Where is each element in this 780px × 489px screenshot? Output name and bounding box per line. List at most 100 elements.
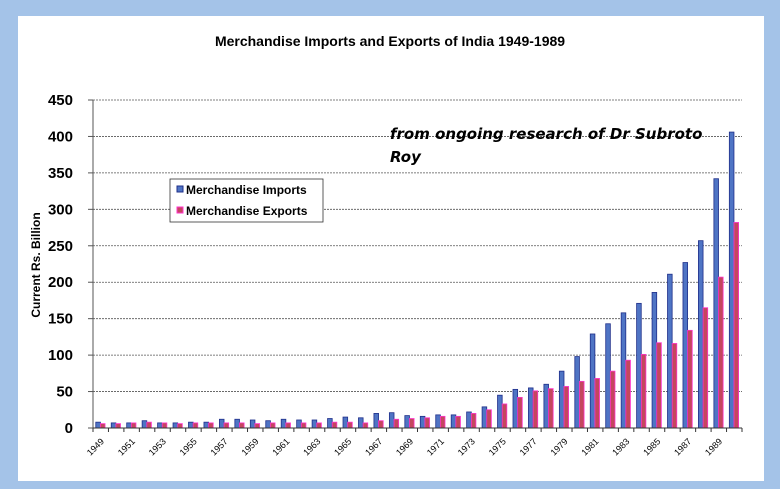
- y-tick-label: 200: [48, 274, 73, 291]
- bar-exports-1949: [100, 423, 106, 429]
- bar-exports-1990: [733, 222, 740, 429]
- bar-imports-1979: [558, 370, 565, 429]
- bar-imports-1951: [126, 422, 132, 429]
- bar-imports-1950: [110, 422, 117, 429]
- bar-exports-1982: [609, 370, 616, 429]
- x-tick-label: 1951: [116, 436, 137, 457]
- bar-exports-1973: [470, 413, 477, 429]
- x-tick-label: 1977: [518, 436, 539, 457]
- bar-exports-1968: [393, 418, 400, 429]
- bar-exports-1988: [702, 307, 709, 429]
- bar-exports-1960: [269, 422, 276, 429]
- bar-exports-1961: [285, 422, 291, 429]
- bar-exports-1962: [300, 422, 307, 429]
- bar-imports-1976: [512, 388, 519, 429]
- bar-imports-1972: [450, 414, 457, 429]
- bar-imports-1957: [219, 418, 225, 429]
- bar-imports-1949: [95, 421, 101, 429]
- x-tick-label: 1965: [332, 436, 353, 457]
- x-tick-label: 1973: [456, 436, 477, 457]
- bar-exports-1985: [656, 342, 662, 429]
- bar-exports-1966: [362, 422, 369, 429]
- x-tick-label: 1949: [85, 436, 106, 457]
- bar-imports-1966: [358, 417, 364, 429]
- bar-imports-1988: [698, 240, 704, 429]
- y-tick-label: 300: [48, 201, 73, 218]
- x-tick-label: 1971: [425, 436, 446, 457]
- bar-imports-1987: [682, 262, 689, 429]
- bar-imports-1980: [574, 356, 580, 429]
- legend-label-exports: Merchandise Exports: [186, 204, 308, 218]
- bar-exports-1976: [517, 396, 523, 429]
- bar-exports-1983: [625, 359, 631, 429]
- chart-title: Merchandise Imports and Exports of India…: [215, 33, 565, 49]
- bar-exports-1953: [161, 422, 168, 429]
- x-tick-label: 1989: [703, 436, 724, 457]
- x-tick-label: 1961: [270, 436, 291, 457]
- bar-exports-1989: [718, 276, 724, 429]
- x-tick-label: 1983: [610, 436, 631, 457]
- x-tick-label: 1985: [641, 436, 662, 457]
- x-tick-label: 1955: [178, 436, 199, 457]
- bar-imports-1981: [589, 333, 596, 429]
- bar-imports-1982: [605, 323, 611, 429]
- bar-exports-1958: [239, 422, 245, 429]
- bar-exports-1957: [223, 422, 230, 429]
- bar-exports-1987: [687, 329, 693, 429]
- bar-exports-1969: [409, 418, 415, 429]
- x-tick-label: 1975: [487, 436, 508, 457]
- bar-exports-1965: [347, 421, 353, 429]
- bar-imports-1963: [311, 419, 318, 429]
- bar-imports-1975: [497, 394, 503, 429]
- legend-swatch-exports: [176, 206, 184, 214]
- bar-imports-1960: [265, 420, 271, 429]
- bar-imports-1971: [435, 414, 441, 429]
- bar-imports-1952: [141, 420, 148, 429]
- bar-imports-1967: [373, 413, 379, 429]
- bar-imports-1977: [528, 387, 534, 429]
- bar-exports-1972: [455, 415, 461, 429]
- y-tick-label: 450: [48, 92, 73, 109]
- y-tick-label: 250: [48, 238, 73, 255]
- x-tick-label: 1967: [363, 436, 384, 457]
- y-axis-label: Current Rs. Billion: [29, 212, 43, 317]
- bar-imports-1955: [188, 421, 194, 429]
- bar-exports-1955: [192, 422, 199, 429]
- x-tick-label: 1987: [672, 436, 693, 457]
- bar-exports-1975: [501, 403, 508, 429]
- bar-imports-1985: [651, 292, 658, 429]
- bar-imports-1984: [636, 302, 642, 429]
- legend-label-imports: Merchandise Imports: [186, 183, 307, 197]
- bar-imports-1959: [249, 419, 256, 429]
- bar-exports-1959: [254, 423, 260, 429]
- bar-exports-1964: [331, 421, 338, 429]
- bar-exports-1967: [378, 420, 384, 429]
- bar-imports-1973: [466, 411, 472, 429]
- y-tick-label: 350: [48, 165, 73, 182]
- bar-exports-1951: [130, 422, 137, 429]
- bar-imports-1970: [419, 415, 426, 429]
- bar-exports-1977: [532, 390, 539, 429]
- bar-imports-1974: [481, 406, 488, 429]
- y-tick-label: 100: [48, 347, 73, 364]
- x-tick-label: 1959: [239, 436, 260, 457]
- bar-exports-1979: [563, 386, 570, 429]
- bar-imports-1964: [327, 418, 333, 429]
- bar-exports-1952: [146, 421, 152, 429]
- x-tick-label: 1957: [209, 436, 230, 457]
- bar-imports-1954: [172, 422, 179, 429]
- bar-imports-1968: [388, 412, 395, 429]
- bar-imports-1956: [203, 421, 209, 429]
- bar-exports-1956: [208, 422, 214, 429]
- annotation-line-2: Roy: [390, 148, 422, 166]
- bar-imports-1983: [620, 312, 627, 429]
- bar-exports-1981: [594, 378, 600, 429]
- bar-exports-1978: [548, 388, 554, 429]
- x-tick-label: 1981: [579, 436, 600, 457]
- bar-exports-1986: [671, 343, 678, 429]
- bar-exports-1984: [640, 353, 647, 429]
- y-tick-label: 400: [48, 128, 73, 145]
- bar-exports-1954: [177, 423, 183, 429]
- legend-swatch-imports: [176, 185, 184, 193]
